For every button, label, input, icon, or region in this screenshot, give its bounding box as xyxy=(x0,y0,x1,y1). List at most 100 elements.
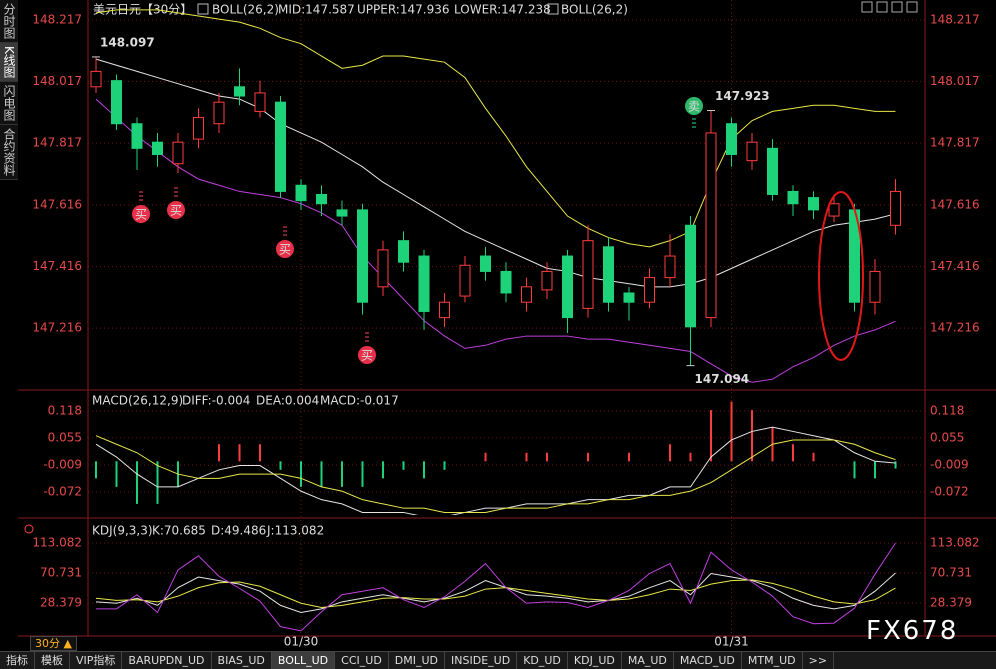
legend-item: MACD:-0.017 xyxy=(320,394,399,408)
tab[interactable]: 指标 xyxy=(0,652,35,669)
candle-body xyxy=(90,70,102,88)
y-tick-label: 70.731 xyxy=(40,565,82,579)
y-tick-label: 0.055 xyxy=(48,430,82,444)
y-tick-label: 147.416 xyxy=(930,259,980,273)
candle-body xyxy=(890,190,901,226)
signal-label: 买 xyxy=(170,204,182,218)
candle-body xyxy=(869,270,881,303)
legend-item: BOLL(26,2) xyxy=(561,3,628,17)
y-tick-label: 0.118 xyxy=(930,403,964,417)
tab[interactable]: INSIDE_UD xyxy=(445,652,518,669)
tab[interactable]: MTM_UD xyxy=(742,652,803,669)
window-icons[interactable] xyxy=(861,1,918,13)
side-tab[interactable]: K线图 xyxy=(0,43,18,82)
tab[interactable]: VIP指标 xyxy=(70,652,123,669)
signal-badge xyxy=(167,201,185,219)
candle-body xyxy=(726,123,737,155)
panel-title: MACD(26,12,9) xyxy=(92,394,183,408)
candle-body xyxy=(459,264,471,297)
candle-body xyxy=(808,197,819,211)
signal-badge xyxy=(276,240,294,258)
candle-body xyxy=(623,292,635,303)
legend-item: DIFF:-0.004 xyxy=(182,394,250,408)
highlight xyxy=(818,191,864,361)
candle-body xyxy=(336,209,348,217)
candle-body xyxy=(316,193,327,205)
candle-body xyxy=(562,255,573,319)
icon xyxy=(547,3,559,15)
legend-item: UPPER:147.936 xyxy=(357,3,449,17)
y-tick-label: -0.009 xyxy=(930,458,969,472)
icon[interactable] xyxy=(861,1,873,13)
watermark: FX678 xyxy=(866,616,959,646)
legend-item: MID:147.587 xyxy=(278,3,355,17)
candle-body xyxy=(664,255,676,279)
side-tab[interactable]: 合约资料 xyxy=(0,124,18,180)
y-tick-label: 147.416 xyxy=(32,259,82,273)
y-tick-label: 148.017 xyxy=(32,74,82,88)
candle-body xyxy=(705,132,717,319)
legend-item: K:70.685 xyxy=(152,524,206,538)
icon[interactable] xyxy=(906,1,918,13)
candle-body xyxy=(295,184,307,202)
kdj-line xyxy=(96,542,896,632)
tab[interactable]: BIAS_UD xyxy=(212,652,272,669)
tab[interactable]: DMI_UD xyxy=(389,652,446,669)
y-tick-label: 148.217 xyxy=(32,13,82,27)
side-tab[interactable]: 闪电图 xyxy=(0,81,18,125)
candle-body xyxy=(275,101,286,192)
candle-body xyxy=(193,117,204,140)
y-tick-label: 70.731 xyxy=(930,565,972,579)
candle-body xyxy=(685,224,696,328)
price-annotation: 147.094 xyxy=(695,372,750,386)
x-tick-label: 01/31 xyxy=(714,635,749,649)
signal-label: 买 xyxy=(279,243,291,257)
candle-body xyxy=(582,240,594,309)
tab[interactable]: MACD_UD xyxy=(674,652,742,669)
candle-body xyxy=(111,80,122,125)
tab[interactable]: MA_UD xyxy=(622,652,674,669)
tab[interactable]: BARUPDN_UD xyxy=(122,652,212,669)
icon xyxy=(197,3,209,15)
candle-body xyxy=(152,141,163,155)
macd-line xyxy=(95,435,896,513)
tab[interactable]: BOLL_UD xyxy=(271,652,336,669)
icon[interactable] xyxy=(876,1,888,13)
candle-body xyxy=(131,123,143,149)
candle-body xyxy=(521,286,532,303)
price-annotation: 147.923 xyxy=(715,89,770,103)
boll-line xyxy=(95,9,896,248)
candle-body xyxy=(398,240,409,263)
tab[interactable]: 模板 xyxy=(35,652,70,669)
x-tick-label: 01/30 xyxy=(284,635,319,649)
side-tab[interactable]: 分时图 xyxy=(0,0,18,43)
y-tick-label: -0.009 xyxy=(43,458,82,472)
tab[interactable]: CCI_UD xyxy=(335,652,389,669)
candle-body xyxy=(828,203,840,217)
y-tick-label: 113.082 xyxy=(32,535,82,549)
signal-badge xyxy=(358,346,376,364)
legend-item: DEA:0.004 xyxy=(256,394,319,408)
y-tick-label: 147.817 xyxy=(930,136,980,150)
candle-body xyxy=(172,141,184,165)
icon xyxy=(24,524,34,534)
panel-title: KDJ(9,3,3) xyxy=(92,524,153,538)
y-tick-label: 113.082 xyxy=(930,535,980,549)
legend-item: LOWER:147.238 xyxy=(454,3,551,17)
signal-label: 买 xyxy=(135,208,147,222)
boll-line xyxy=(95,58,896,288)
tab[interactable]: KDJ_UD xyxy=(568,652,622,669)
candle-body xyxy=(439,301,450,319)
tab[interactable]: KD_UD xyxy=(517,652,568,669)
y-tick-label: 28.379 xyxy=(930,595,972,609)
y-tick-label: 148.017 xyxy=(930,74,980,88)
tab[interactable]: >> xyxy=(803,652,835,669)
candle-body xyxy=(644,277,655,303)
y-tick-label: 148.217 xyxy=(930,13,980,27)
period-selector[interactable]: 30分 ▲ xyxy=(30,636,77,651)
y-tick-label: 147.616 xyxy=(930,197,980,211)
icon[interactable] xyxy=(891,1,903,13)
y-tick-label: 28.379 xyxy=(40,595,82,609)
